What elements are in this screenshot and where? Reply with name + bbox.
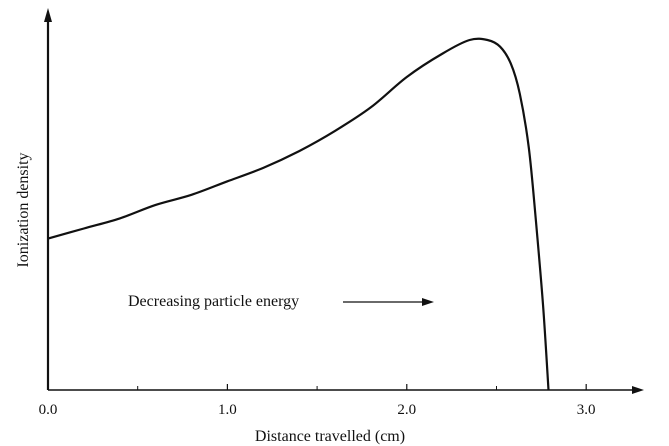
x-tick-label: 3.0 [577, 402, 596, 418]
series-group [47, 37, 550, 391]
annotation-group: Decreasing particle energy [128, 293, 434, 310]
axes [44, 8, 644, 394]
x-axis-arrow [632, 386, 644, 394]
x-tick-label: 2.0 [397, 402, 416, 418]
x-tick-label: 1.0 [218, 402, 237, 418]
y-axis-arrow [44, 8, 52, 22]
x-ticks: 0.0 1.0 2.0 3.0 [39, 384, 596, 418]
y-axis-label: Ionization density [15, 152, 32, 267]
annotation-arrow-head [422, 298, 434, 306]
series-line [47, 37, 550, 391]
annotation-label: Decreasing particle energy [128, 293, 299, 310]
x-axis-label: Distance travelled (cm) [255, 428, 405, 445]
x-tick-label: 0.0 [39, 402, 58, 418]
